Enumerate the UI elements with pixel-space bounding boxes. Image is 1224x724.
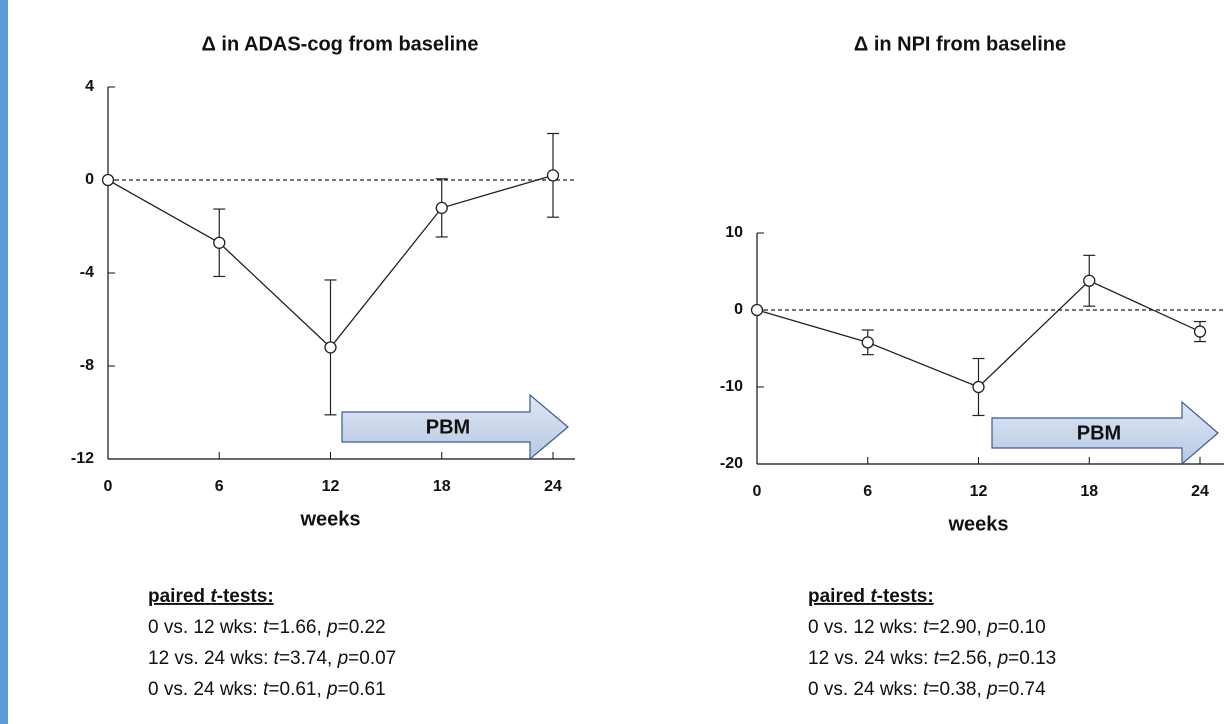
text-part: p [337, 648, 349, 669]
text-part: =0.74 [998, 679, 1047, 700]
x-tick-label: 24 [544, 478, 562, 495]
y-tick-label: -12 [71, 450, 94, 467]
text-part: t [263, 617, 269, 638]
data-point [750, 303, 764, 317]
text-part: =0.22 [338, 617, 386, 638]
text-part: t [210, 586, 217, 607]
text-part: 12 vs. 24 wks: [148, 648, 274, 669]
text-part: =3.74, [279, 648, 338, 669]
text-part: 0 vs. 24 wks: [808, 679, 923, 700]
text-part: =2.90, [928, 617, 987, 638]
text-part: =1.66, [268, 617, 327, 638]
left-border [0, 0, 8, 724]
tests-line: 12 vs. 24 wks: t=3.74, p=0.07 [148, 648, 396, 669]
text-part: =0.07 [348, 648, 396, 669]
text-part: p [986, 617, 998, 638]
text-part: 0 vs. 12 wks: [148, 617, 263, 638]
text-part: paired [148, 586, 210, 607]
data-point [1193, 325, 1207, 338]
text-part: t [263, 679, 269, 700]
y-tick-label: 0 [734, 301, 743, 318]
text-part: t [923, 617, 929, 638]
x-tick-label: 6 [863, 483, 872, 500]
data-point [972, 380, 985, 394]
y-tick-label: -20 [720, 455, 743, 472]
y-tick-label: -10 [720, 378, 743, 395]
x-tick-label: 12 [970, 483, 988, 500]
tests-line: 0 vs. 24 wks: t=0.61, p=0.61 [148, 679, 386, 700]
text-part: 12 vs. 24 wks: [808, 648, 934, 669]
tests-heading: paired t-tests: [148, 586, 274, 607]
y-tick-label: -8 [80, 357, 94, 374]
data-point [1083, 274, 1096, 287]
data-point [101, 173, 115, 187]
y-tick-label: -4 [80, 264, 94, 281]
pbm-arrow [991, 400, 1219, 466]
x-tick-label: 0 [104, 478, 113, 495]
text-part: =0.13 [1008, 648, 1056, 669]
y-tick-label: 4 [85, 78, 94, 95]
text-part: p [326, 679, 338, 700]
text-part: t [934, 648, 940, 669]
text-part: =2.56, [939, 648, 998, 669]
text-part: t [923, 679, 929, 700]
text-part: p [326, 617, 338, 638]
tests-line: 0 vs. 24 wks: t=0.38, p=0.74 [808, 679, 1046, 700]
text-part: paired [808, 586, 870, 607]
tests-line: 0 vs. 12 wks: t=1.66, p=0.22 [148, 617, 386, 638]
text-part: p [997, 648, 1009, 669]
x-axis-label: weeks [299, 508, 360, 530]
pbm-label: PBM [1077, 422, 1121, 444]
text-part: -tests: [217, 586, 274, 607]
text-part: 0 vs. 24 wks: [148, 679, 263, 700]
data-point [324, 341, 337, 354]
chart-title: Δ in ADAS-cog from baseline [201, 33, 478, 55]
tests-heading: paired t-tests: [808, 586, 934, 607]
text-part: =0.38, [928, 679, 987, 700]
data-point [213, 236, 226, 249]
x-tick-label: 24 [1191, 483, 1209, 500]
chart-title: Δ in NPI from baseline [854, 33, 1066, 55]
text-part: =0.61 [338, 679, 386, 700]
x-tick-label: 0 [753, 483, 762, 500]
text-part: p [986, 679, 998, 700]
data-point [435, 201, 448, 215]
x-tick-label: 6 [215, 478, 224, 495]
text-part: =0.10 [998, 617, 1046, 638]
text-part: 0 vs. 12 wks: [808, 617, 923, 638]
tests-line: 0 vs. 12 wks: t=2.90, p=0.10 [808, 617, 1046, 638]
pbm-arrow [341, 393, 569, 461]
x-tick-label: 18 [1080, 483, 1098, 500]
data-point [861, 336, 874, 349]
y-tick-label: 0 [85, 171, 94, 188]
text-part: t [274, 648, 280, 669]
x-tick-label: 12 [322, 478, 340, 495]
pbm-label: PBM [426, 416, 470, 438]
y-tick-label: 10 [725, 224, 743, 241]
text-part: t [870, 586, 877, 607]
tests-line: 12 vs. 24 wks: t=2.56, p=0.13 [808, 648, 1056, 669]
x-axis-label: weeks [947, 513, 1008, 535]
text-part: -tests: [877, 586, 934, 607]
text-part: =0.61, [268, 679, 327, 700]
data-point [546, 169, 560, 182]
x-tick-label: 18 [433, 478, 451, 495]
